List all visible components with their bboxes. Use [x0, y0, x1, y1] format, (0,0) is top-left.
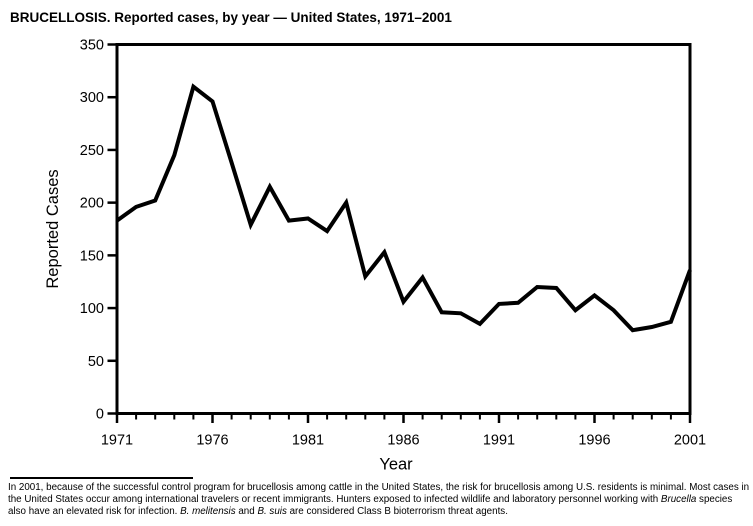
x-tick-label: 2001: [674, 433, 706, 449]
y-tick-label: 150: [80, 248, 104, 264]
x-axis-title: Year: [379, 456, 413, 474]
y-tick-label: 300: [80, 90, 104, 106]
footnote-text-segment: and: [235, 506, 258, 518]
footnote-italic-term: B. suis: [257, 506, 287, 518]
plot-border: [115, 43, 692, 415]
y-tick-label: 0: [96, 407, 104, 423]
data-line: [115, 83, 692, 333]
chart-title: BRUCELLOSIS. Reported cases, by year — U…: [10, 10, 452, 25]
footnote-divider: [10, 477, 193, 479]
y-tick-label: 100: [80, 301, 104, 317]
y-tick-label: 200: [80, 196, 104, 212]
x-tick-label: 1996: [578, 433, 610, 449]
y-tick-label: 350: [80, 38, 104, 54]
footnote-text-segment: species also have an elevated risk for i…: [8, 494, 733, 518]
footnote: In 2001, because of the successful contr…: [8, 482, 750, 519]
x-tick-label: 1981: [292, 433, 324, 449]
footnote-text-segment: are considered Class B bioterrorism thre…: [286, 506, 508, 518]
footnote-italic-term: B. melitensis: [180, 506, 236, 518]
y-axis-title: Reported Cases: [44, 169, 62, 288]
x-tick-label: 1971: [101, 433, 133, 449]
x-tick-label: 1986: [387, 433, 419, 449]
footnote-italic-term: Brucella: [660, 494, 697, 506]
footnote-text-segment: In 2001, because of the successful contr…: [8, 482, 750, 506]
x-tick-label: 1976: [196, 433, 228, 449]
line-chart: 0 50 100 150 200 250 300 350 1971 1976 1981 1986 199…: [44, 38, 706, 474]
x-tick-label: 1991: [483, 433, 515, 449]
y-tick-label: 250: [80, 143, 104, 159]
y-tick-label: 50: [88, 354, 104, 370]
